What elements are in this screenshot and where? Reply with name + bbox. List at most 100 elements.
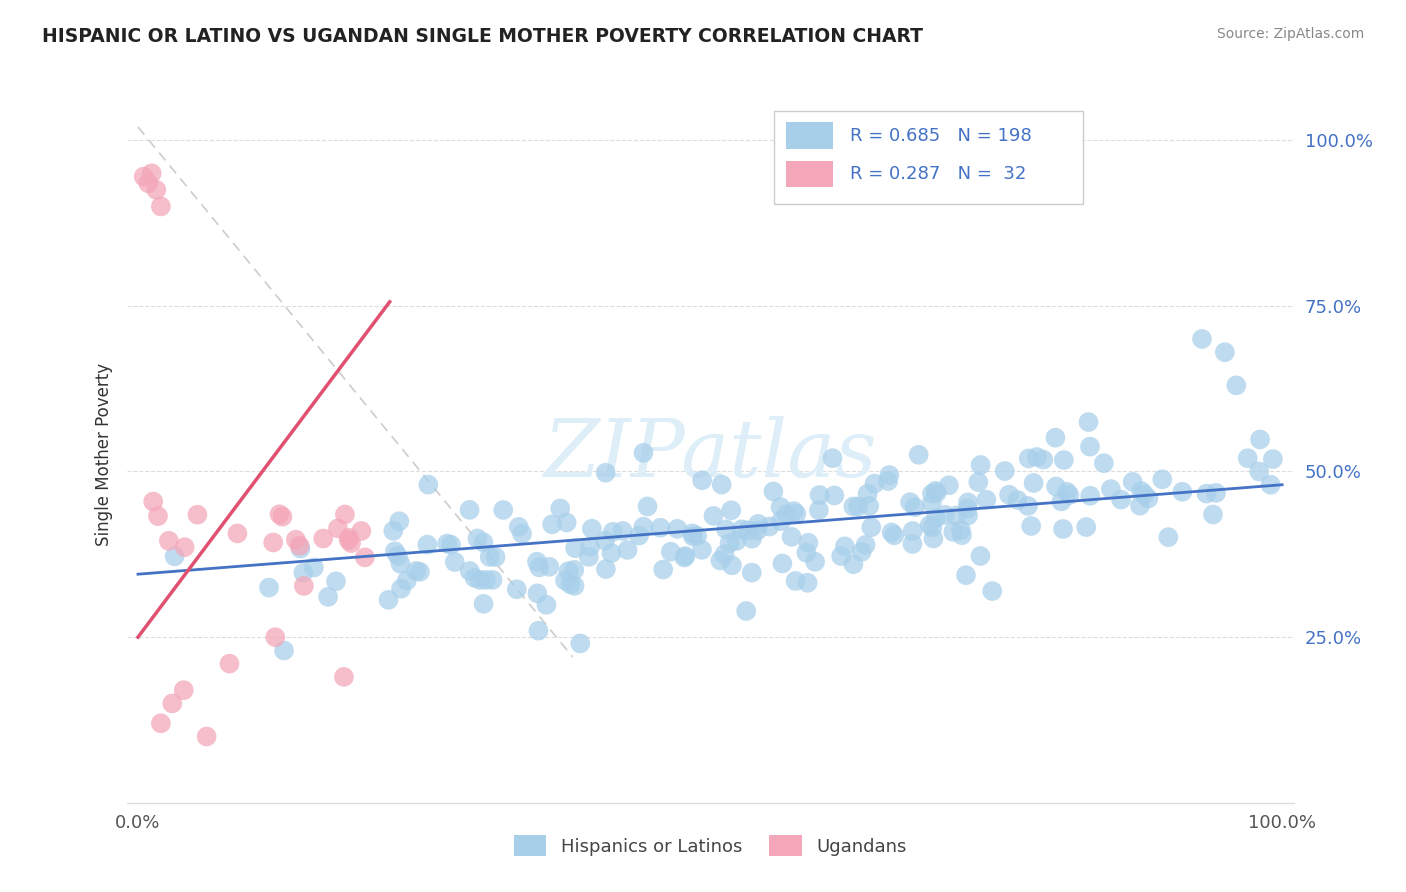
Point bbox=[173, 683, 195, 698]
Point bbox=[418, 477, 440, 491]
Point bbox=[969, 458, 991, 472]
Point bbox=[673, 549, 696, 563]
Point bbox=[1130, 483, 1153, 498]
FancyBboxPatch shape bbox=[786, 122, 832, 149]
Point bbox=[856, 486, 879, 500]
Point bbox=[921, 487, 943, 501]
Point bbox=[475, 573, 498, 587]
Point bbox=[721, 558, 744, 573]
Point bbox=[302, 560, 325, 574]
Point bbox=[690, 542, 713, 557]
Point bbox=[555, 516, 578, 530]
Point bbox=[409, 565, 432, 579]
Point bbox=[1032, 452, 1054, 467]
Point bbox=[907, 448, 929, 462]
Point bbox=[337, 531, 360, 545]
Point bbox=[382, 524, 405, 538]
Point bbox=[682, 529, 704, 543]
Point bbox=[650, 521, 672, 535]
Point bbox=[785, 574, 807, 588]
Point bbox=[949, 523, 972, 537]
Point bbox=[770, 557, 793, 571]
Point bbox=[633, 446, 655, 460]
Point bbox=[934, 508, 956, 522]
Point bbox=[264, 630, 287, 644]
Legend: Hispanics or Latinos, Ugandans: Hispanics or Latinos, Ugandans bbox=[506, 828, 914, 863]
Point bbox=[633, 519, 655, 533]
Point bbox=[416, 538, 439, 552]
Point bbox=[467, 532, 489, 546]
Point bbox=[730, 522, 752, 536]
Point bbox=[785, 507, 807, 521]
Point bbox=[1050, 494, 1073, 508]
Point bbox=[1133, 487, 1156, 501]
Point bbox=[922, 532, 945, 546]
Point bbox=[714, 522, 737, 536]
Point bbox=[389, 582, 412, 596]
Point bbox=[1137, 491, 1160, 506]
Point bbox=[883, 528, 905, 542]
Point bbox=[1078, 489, 1101, 503]
Point bbox=[593, 533, 616, 548]
Point bbox=[945, 508, 967, 523]
Point bbox=[612, 524, 634, 538]
Point bbox=[673, 550, 696, 565]
Point bbox=[981, 584, 1004, 599]
Point bbox=[969, 549, 991, 563]
Point bbox=[472, 535, 495, 549]
Point bbox=[925, 485, 948, 500]
Point bbox=[478, 549, 501, 564]
Point bbox=[1052, 522, 1074, 536]
Point bbox=[994, 464, 1017, 478]
Point bbox=[562, 563, 585, 577]
Point bbox=[472, 597, 495, 611]
Point bbox=[901, 537, 924, 551]
Point bbox=[1045, 431, 1067, 445]
Point bbox=[1007, 493, 1029, 508]
Point bbox=[898, 495, 921, 509]
Point bbox=[132, 169, 155, 184]
Point bbox=[492, 503, 515, 517]
Point bbox=[541, 517, 564, 532]
Point bbox=[1122, 475, 1144, 489]
Point bbox=[510, 526, 533, 541]
Point bbox=[846, 500, 869, 514]
Point bbox=[564, 579, 586, 593]
Point bbox=[271, 509, 294, 524]
Point bbox=[710, 477, 733, 491]
Point bbox=[443, 555, 465, 569]
Point bbox=[737, 524, 759, 538]
Point bbox=[725, 533, 748, 548]
Point bbox=[976, 492, 998, 507]
Point bbox=[195, 730, 218, 744]
Point bbox=[1056, 484, 1078, 499]
Point bbox=[226, 526, 249, 541]
Point bbox=[855, 538, 877, 552]
Point bbox=[1053, 453, 1076, 467]
Point bbox=[149, 716, 172, 731]
Point bbox=[666, 522, 689, 536]
Point bbox=[269, 508, 291, 522]
Point bbox=[834, 540, 856, 554]
Point bbox=[851, 545, 873, 559]
Point bbox=[387, 549, 409, 563]
Point bbox=[354, 550, 377, 565]
Point bbox=[333, 508, 356, 522]
Point bbox=[681, 526, 703, 541]
Point bbox=[686, 529, 709, 543]
Y-axis label: Single Mother Poverty: Single Mother Poverty bbox=[94, 363, 112, 547]
Point bbox=[173, 540, 195, 554]
FancyBboxPatch shape bbox=[775, 111, 1084, 204]
Point bbox=[464, 571, 486, 585]
Point bbox=[879, 468, 901, 483]
Point bbox=[340, 536, 363, 550]
Point bbox=[389, 557, 412, 571]
Point bbox=[481, 573, 503, 587]
Point bbox=[569, 636, 592, 650]
Point bbox=[554, 574, 576, 588]
Point bbox=[918, 518, 941, 533]
Point bbox=[659, 545, 682, 559]
Point bbox=[1022, 475, 1045, 490]
Point bbox=[956, 495, 979, 509]
Point bbox=[797, 536, 820, 550]
